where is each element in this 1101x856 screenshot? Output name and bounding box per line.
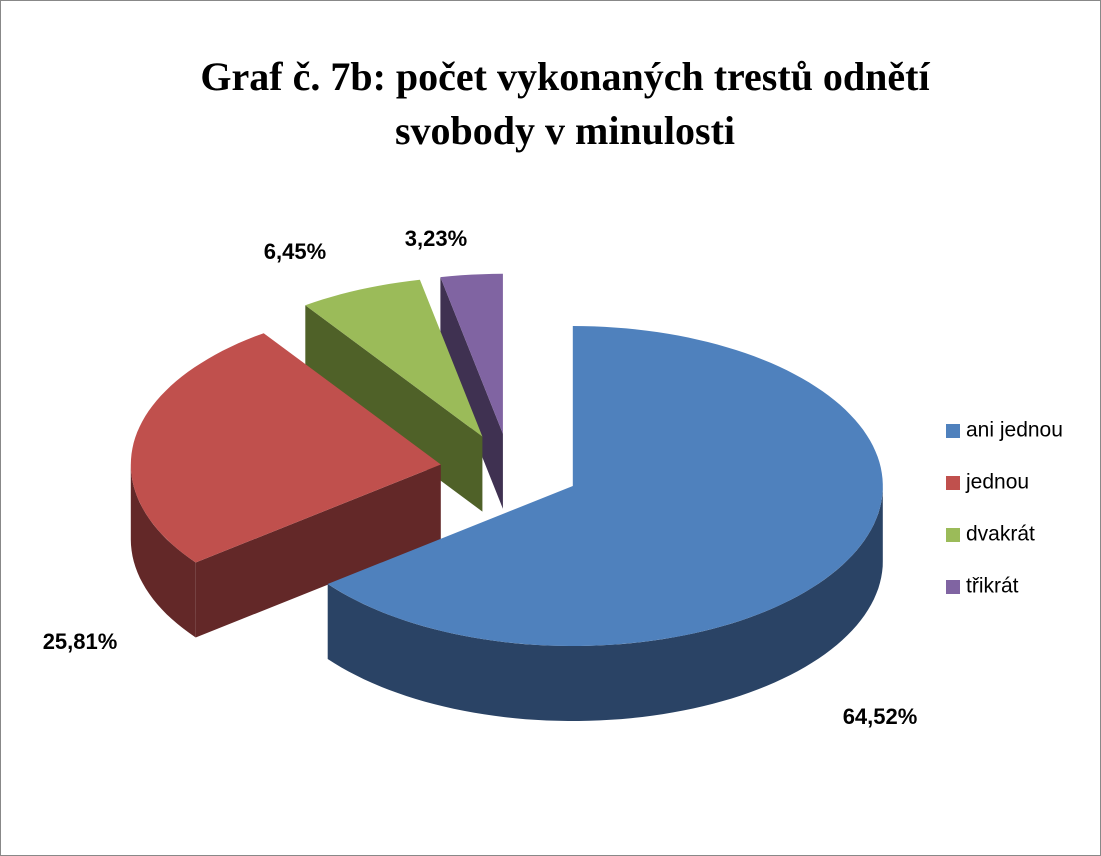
slice-top [440,273,503,434]
legend-swatch [946,580,960,594]
data-label: 6,45% [264,239,326,264]
slice-top [305,279,483,437]
chart-title: Graf č. 7b: počet vykonaných trestů odně… [200,54,930,153]
legend-label: ani jednou [966,419,1063,442]
slice-top [327,326,883,646]
legend-label: dvakrát [966,523,1035,546]
pie-slice [327,326,883,721]
slice-wall [327,486,883,721]
legend-swatch [946,476,960,490]
slice-top [130,333,441,563]
legend-swatch [946,424,960,438]
data-label: 64,52% [843,704,918,729]
slice-wall [130,464,196,638]
legend-label: jednou [965,471,1029,494]
slice-side [305,305,483,512]
slice-side [195,464,441,638]
slice-side [440,277,503,509]
legend-swatch [946,528,960,542]
data-label: 3,23% [405,226,467,251]
pie-slice [130,333,441,638]
data-label: 25,81% [43,629,118,654]
pie-slice [305,279,483,512]
pie-slice [440,273,503,509]
legend-label: třikrát [966,575,1019,598]
